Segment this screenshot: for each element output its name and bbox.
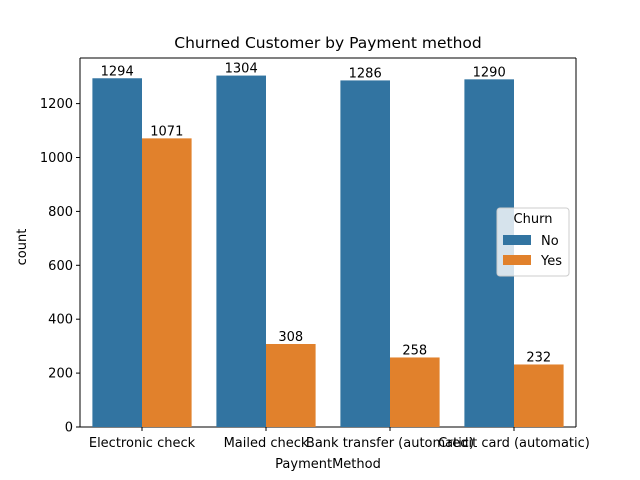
data-label-yes-0: 1071 (150, 124, 183, 139)
x-tick-label: Credit card (automatic) (438, 436, 590, 451)
bars (92, 75, 564, 428)
data-label-yes-3: 232 (526, 350, 551, 365)
y-tick-label: 1000 (40, 151, 73, 166)
data-label-no-0: 1294 (101, 64, 134, 79)
x-tick-label: Bank transfer (automatic) (306, 436, 474, 451)
bar-yes-1 (266, 343, 316, 427)
chart-title: Churned Customer by Payment method (174, 34, 482, 52)
bar-no-1 (216, 75, 266, 428)
bar-no-2 (340, 80, 390, 428)
data-labels: 1294 1304 1286 1290 1071 308 258 232 (101, 62, 552, 366)
legend-label-no: No (541, 234, 559, 249)
data-label-no-3: 1290 (473, 65, 506, 80)
x-tick-label: Mailed check (224, 436, 309, 451)
data-label-no-1: 1304 (225, 62, 258, 77)
legend-title: Churn (514, 212, 553, 227)
y-tick-label: 0 (65, 421, 73, 436)
bar-yes-3 (514, 364, 564, 427)
y-tick-label: 400 (48, 313, 73, 328)
legend: Churn No Yes (496, 207, 570, 277)
y-tick-label: 600 (48, 259, 73, 274)
legend-label-yes: Yes (540, 254, 562, 269)
bar-no-0 (92, 78, 142, 428)
y-axis-label: count (15, 229, 30, 266)
bar-yes-0 (142, 138, 192, 427)
x-tick-label: Electronic check (89, 436, 196, 451)
y-tick-label: 200 (48, 367, 73, 382)
y-tick-label: 800 (48, 205, 73, 220)
y-axis: 0 200 400 600 800 1000 1200 (40, 97, 80, 436)
bar-yes-2 (390, 357, 440, 427)
data-label-yes-1: 308 (278, 330, 303, 345)
data-label-no-2: 1286 (349, 66, 382, 81)
x-axis-label: PaymentMethod (275, 457, 381, 472)
legend-swatch-yes (503, 255, 531, 265)
legend-swatch-no (503, 235, 531, 245)
y-tick-label: 1200 (40, 97, 73, 112)
data-label-yes-2: 258 (402, 343, 427, 358)
